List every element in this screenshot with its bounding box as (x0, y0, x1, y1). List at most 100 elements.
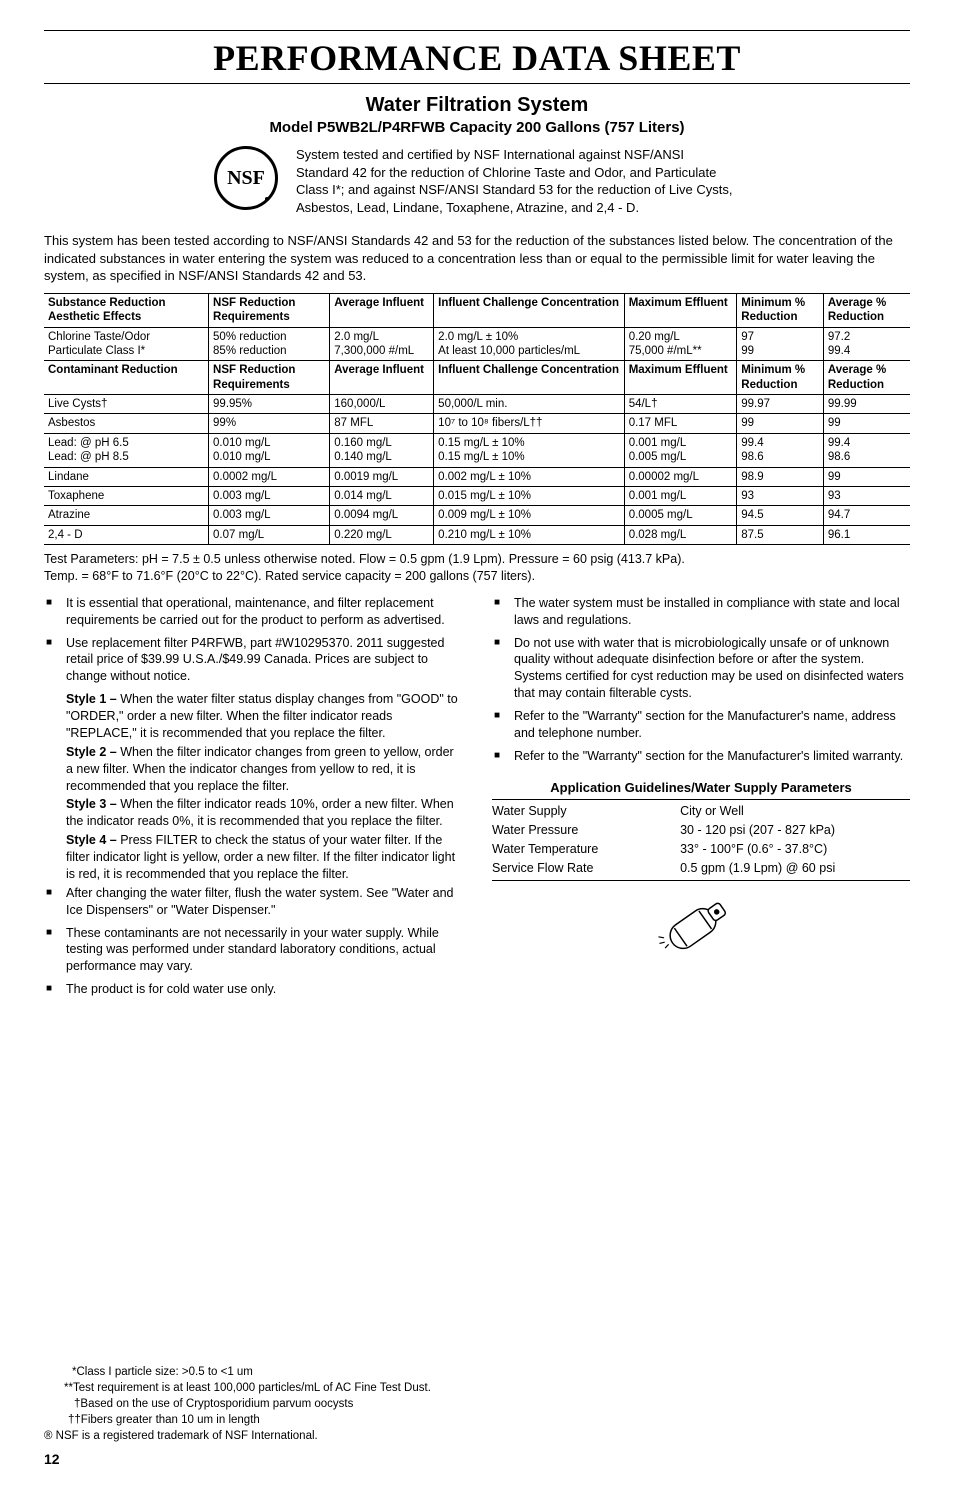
table-cell: 160,000/L (330, 395, 434, 414)
table-cell: 99.498.6 (823, 433, 910, 467)
table-header: Substance Reduction Aesthetic Effects (44, 293, 209, 327)
table-cell: 94.7 (823, 506, 910, 525)
application-guidelines-table: Water SupplyCity or WellWater Pressure30… (492, 802, 910, 881)
left-bullet-list: It is essential that operational, mainte… (44, 595, 462, 685)
certification-block: NSF System tested and certified by NSF I… (44, 146, 910, 216)
filter-style-note: Style 1 – When the water filter status d… (66, 691, 462, 742)
table-cell: 0.0094 mg/L (330, 506, 434, 525)
table-cell: 50% reduction85% reduction (209, 327, 330, 361)
nsf-logo-text: NSF (227, 165, 265, 192)
footnote-line: **Test requirement is at least 100,000 p… (44, 1380, 910, 1396)
test-params-line-2: Temp. = 68°F to 71.6°F (20°C to 22°C). R… (44, 568, 910, 585)
table-cell: 0.220 mg/L (330, 525, 434, 544)
table-header: Average % Reduction (823, 293, 910, 327)
table-cell: 99.95% (209, 395, 330, 414)
table-cell: 94.5 (737, 506, 824, 525)
table-cell: 98.9 (737, 467, 824, 486)
table-cell: 93 (823, 486, 910, 505)
test-parameters: Test Parameters: pH = 7.5 ± 0.5 unless o… (44, 551, 910, 585)
bullet-item: The product is for cold water use only. (44, 981, 462, 998)
table-cell: 0.210 mg/L ± 10% (434, 525, 625, 544)
test-params-line-1: Test Parameters: pH = 7.5 ± 0.5 unless o… (44, 551, 910, 568)
table-cell: 99.97 (737, 395, 824, 414)
table-cell: 87.5 (737, 525, 824, 544)
table-cell: 0.014 mg/L (330, 486, 434, 505)
table-header: Influent Challenge Concentration (434, 293, 625, 327)
table-cell: 54/L† (624, 395, 737, 414)
table-cell: 50,000/L min. (434, 395, 625, 414)
table-cell: 0.160 mg/L0.140 mg/L (330, 433, 434, 467)
filter-style-note: Style 2 – When the filter indicator chan… (66, 744, 462, 795)
app-param-value: City or Well (680, 802, 910, 821)
bullet-item: It is essential that operational, mainte… (44, 595, 462, 629)
table-header: Average Influent (330, 293, 434, 327)
table-cell: Asbestos (44, 414, 209, 433)
application-guidelines-title: Application Guidelines/Water Supply Para… (492, 779, 910, 801)
app-param-label: Water Pressure (492, 821, 680, 840)
table-cell: Live Cysts† (44, 395, 209, 414)
table-cell: 0.003 mg/L (209, 486, 330, 505)
page-number: 12 (44, 1451, 910, 1467)
table-header: Minimum % Reduction (737, 361, 824, 395)
main-title: PERFORMANCE DATA SHEET (44, 37, 910, 79)
table-cell: 99 (823, 414, 910, 433)
filter-styles-block: Style 1 – When the water filter status d… (44, 691, 462, 883)
app-param-label: Service Flow Rate (492, 859, 680, 880)
table-header: Average % Reduction (823, 361, 910, 395)
table-cell: 0.0002 mg/L (209, 467, 330, 486)
table-cell: 99.498.6 (737, 433, 824, 467)
table-cell: 9799 (737, 327, 824, 361)
intro-text: This system has been tested according to… (44, 232, 910, 285)
table-cell: 0.002 mg/L ± 10% (434, 467, 625, 486)
app-param-value: 33° - 100°F (0.6° - 37.8°C) (680, 840, 910, 859)
table-cell: 0.003 mg/L (209, 506, 330, 525)
table-cell: Lead: @ pH 6.5Lead: @ pH 8.5 (44, 433, 209, 467)
table-cell: Toxaphene (44, 486, 209, 505)
table-cell: 0.20 mg/L75,000 #/mL** (624, 327, 737, 361)
bullet-item: Do not use with water that is microbiolo… (492, 635, 910, 703)
footnote-line: *Class I particle size: >0.5 to <1 um (44, 1364, 910, 1380)
app-param-value: 0.5 gpm (1.9 Lpm) @ 60 psi (680, 859, 910, 880)
table-header: NSF Reduction Requirements (209, 293, 330, 327)
subtitle-1: Water Filtration System (44, 94, 910, 117)
table-cell: 0.17 MFL (624, 414, 737, 433)
table-header: Average Influent (330, 361, 434, 395)
title-rule (44, 83, 910, 84)
footnote-line: ††Fibers greater than 10 um in length (44, 1412, 910, 1428)
table-cell: 2.0 mg/L ± 10%At least 10,000 particles/… (434, 327, 625, 361)
page-container: PERFORMANCE DATA SHEET Water Filtration … (0, 0, 954, 1487)
footnote-line: †Based on the use of Cryptosporidium par… (44, 1396, 910, 1412)
app-param-value: 30 - 120 psi (207 - 827 kPa) (680, 821, 910, 840)
certification-text: System tested and certified by NSF Inter… (296, 146, 740, 216)
left-bullet-list-2: After changing the water filter, flush t… (44, 885, 462, 998)
filter-style-note: Style 3 – When the filter indicator read… (66, 796, 462, 830)
table-cell: 0.009 mg/L ± 10% (434, 506, 625, 525)
two-column-notes: It is essential that operational, mainte… (44, 595, 910, 1004)
table-cell: 99 (737, 414, 824, 433)
filter-style-note: Style 4 – Press FILTER to check the stat… (66, 832, 462, 883)
table-cell: Lindane (44, 467, 209, 486)
bullet-item: After changing the water filter, flush t… (44, 885, 462, 919)
data-table: Substance Reduction Aesthetic EffectsNSF… (44, 293, 910, 545)
right-column: The water system must be installed in co… (492, 595, 910, 1004)
table-cell: 97.299.4 (823, 327, 910, 361)
table-cell: 0.00002 mg/L (624, 467, 737, 486)
bullet-item: The water system must be installed in co… (492, 595, 910, 629)
subtitle-2: Model P5WB2L/P4RFWB Capacity 200 Gallons… (44, 119, 910, 136)
table-cell: 0.0005 mg/L (624, 506, 737, 525)
table-cell: 2,4 - D (44, 525, 209, 544)
right-bullet-list: The water system must be installed in co… (492, 595, 910, 765)
table-cell: 87 MFL (330, 414, 434, 433)
table-cell: Chlorine Taste/OdorParticulate Class I* (44, 327, 209, 361)
table-header: Maximum Effluent (624, 293, 737, 327)
table-cell: 0.028 mg/L (624, 525, 737, 544)
filter-illustration (492, 895, 910, 990)
table-header: Influent Challenge Concentration (434, 361, 625, 395)
table-cell: 0.001 mg/L (624, 486, 737, 505)
table-cell: 0.15 mg/L ± 10%0.15 mg/L ± 10% (434, 433, 625, 467)
table-cell: 99 (823, 467, 910, 486)
table-cell: 10⁷ to 10⁸ fibers/L†† (434, 414, 625, 433)
table-cell: 93 (737, 486, 824, 505)
table-cell: 99% (209, 414, 330, 433)
table-cell: 0.0019 mg/L (330, 467, 434, 486)
